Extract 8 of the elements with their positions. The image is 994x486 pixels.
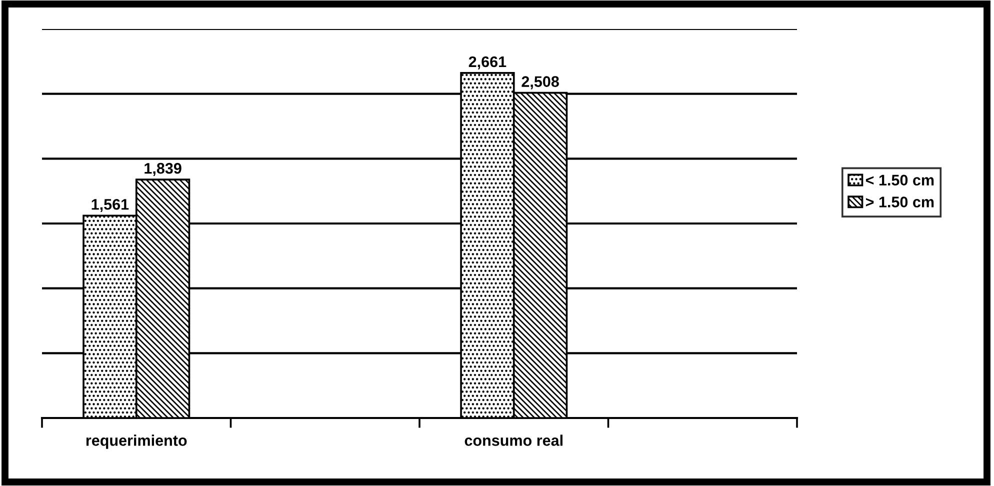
legend-label: < 1.50 cm <box>866 174 934 186</box>
data-label: 2,661 <box>468 56 506 70</box>
legend-label: > 1.50 cm <box>866 196 934 208</box>
data-label: 2,508 <box>522 76 559 90</box>
data-label: 1,839 <box>144 162 182 176</box>
x-tick-label: requerimiento <box>86 434 187 449</box>
data-label: 1,561 <box>92 198 129 212</box>
x-tick-label: consumo real <box>464 434 562 446</box>
